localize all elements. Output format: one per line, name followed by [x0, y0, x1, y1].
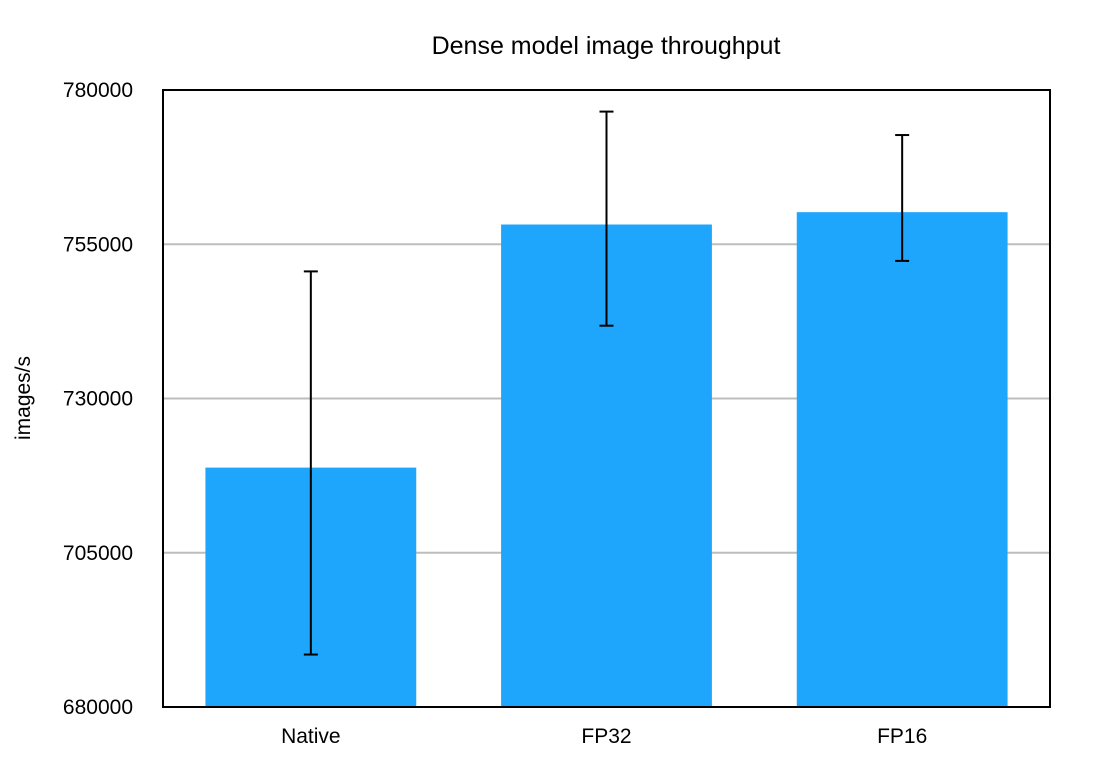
y-tick-labels: 680000 705000 730000 755000 780000 — [63, 79, 133, 719]
y-axis-label: images/s — [12, 356, 35, 440]
chart-title: Dense model image throughput — [432, 32, 781, 60]
y-tick-label: 780000 — [63, 79, 133, 102]
x-tick-label: Native — [281, 725, 341, 748]
x-tick-label: FP32 — [581, 725, 631, 748]
x-tick-labels: Native FP32 FP16 — [281, 725, 927, 748]
error-bars — [303, 110, 910, 656]
x-tick-label: FP16 — [877, 725, 927, 748]
y-tick-label: 680000 — [63, 696, 133, 719]
bar — [796, 212, 1008, 707]
y-tick-label: 705000 — [63, 542, 133, 565]
y-tick-label: 730000 — [63, 388, 133, 411]
plot-frame — [162, 89, 1051, 708]
y-tick-label: 755000 — [63, 233, 133, 256]
